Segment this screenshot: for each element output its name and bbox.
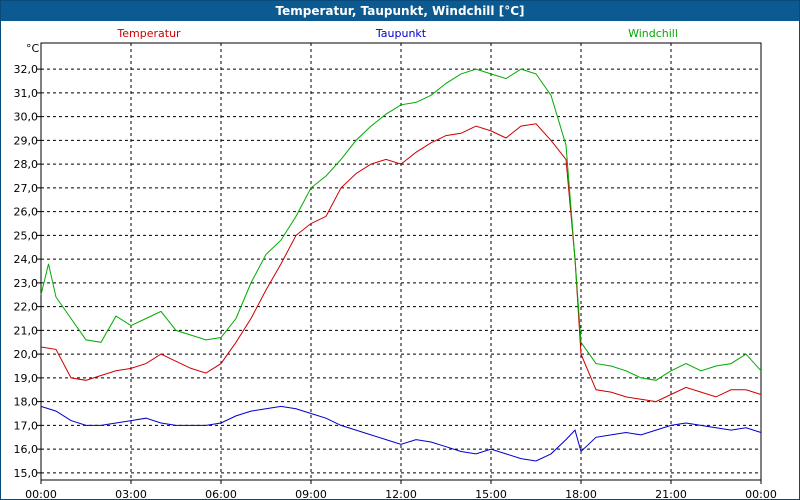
y-tick-label: 29,0 <box>14 134 39 147</box>
y-tick-label: 28,0 <box>14 158 39 171</box>
y-tick-label: 20,0 <box>14 348 39 361</box>
y-tick-label: 16,0 <box>14 443 39 456</box>
y-tick-label: 18,0 <box>14 396 39 409</box>
y-tick-label: 25,0 <box>14 229 39 242</box>
legend-entry-windchill: Windchill <box>628 27 678 40</box>
legend: Temperatur Taupunkt Windchill <box>116 27 678 40</box>
x-tick-time: 09:00 <box>295 488 327 499</box>
series-line-taupunkt <box>40 405 762 462</box>
grid <box>41 43 761 480</box>
x-tick-time: 21:00 <box>655 488 687 499</box>
y-tick-label: 17,0 <box>14 419 39 432</box>
y-tick-label: 32,0 <box>14 63 39 76</box>
y-tick-label: 23,0 <box>14 277 39 290</box>
series-line-temperatur <box>40 123 762 403</box>
y-tick-label: 30,0 <box>14 111 39 124</box>
y-axis: 15,0 16,0 17,0 18,0 19,0 20,0 21,0 22,0 23,0 24,0… <box>14 63 41 480</box>
chart-svg: 15,0 16,0 17,0 18,0 19,0 20,0 21,0 22,0 23,0 24,0… <box>14 27 777 499</box>
y-tick-label: 19,0 <box>14 372 39 385</box>
x-tick-time: 12:00 <box>385 488 417 499</box>
series-lines <box>40 68 762 462</box>
x-tick-time: 00:00 <box>25 488 57 499</box>
y-tick-label: 21,0 <box>14 324 39 337</box>
y-tick-label: 24,0 <box>14 253 39 266</box>
legend-entry-taupunkt: Taupunkt <box>375 27 427 40</box>
y-tick-label: 27,0 <box>14 182 39 195</box>
x-tick-time: 00:00 <box>745 488 777 499</box>
y-axis-unit-label: °C <box>26 42 40 55</box>
legend-entry-temperatur: Temperatur <box>116 27 181 40</box>
x-tick-time: 18:00 <box>565 488 597 499</box>
y-tick-label: 15,0 <box>14 467 39 480</box>
x-tick-time: 03:00 <box>115 488 147 499</box>
y-tick-label: 26,0 <box>14 206 39 219</box>
window-title: Temperatur, Taupunkt, Windchill [°C] <box>1 1 799 21</box>
series-line-windchill <box>40 68 762 381</box>
x-tick-time: 15:00 <box>475 488 507 499</box>
y-tick-label: 22,0 <box>14 301 39 314</box>
x-tick-time: 06:00 <box>205 488 237 499</box>
x-axis: 00:0016.08.2003:0016.08.2006:0016.08.200… <box>25 480 777 499</box>
y-tick-label: 31,0 <box>14 87 39 100</box>
